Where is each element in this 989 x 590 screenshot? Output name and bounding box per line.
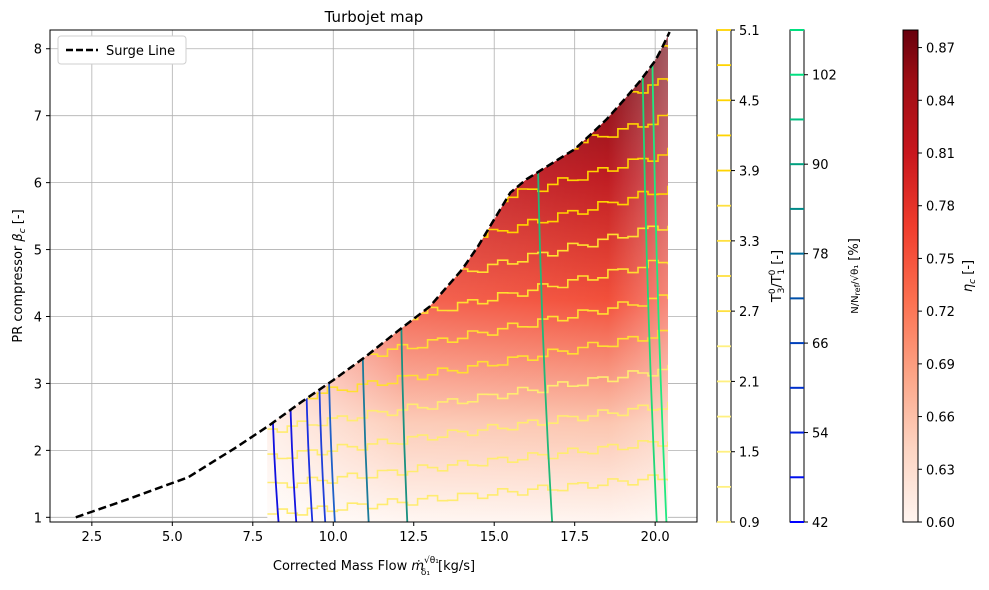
x-axis-ticks: 2.5 5.0 7.5 10.0 12.5 15.0 17.5 20.0 bbox=[82, 522, 670, 545]
colorbar-tick-label: 0.66 bbox=[926, 411, 955, 426]
colorbar-tick-label: 0.75 bbox=[926, 252, 955, 267]
colorbar-tick-label: 0.60 bbox=[926, 516, 955, 531]
colorbar-tick-label: 54 bbox=[812, 427, 829, 442]
colorbar-tick-label: 66 bbox=[812, 337, 829, 352]
x-tick-label: 5.0 bbox=[162, 530, 183, 545]
colorbar-tick-label: 5.1 bbox=[739, 24, 760, 39]
plot-frame bbox=[49, 29, 698, 523]
colorbar-tick-label: 4.5 bbox=[739, 94, 760, 109]
x-tick-label: 15.0 bbox=[480, 530, 509, 545]
speed-colorbar-label: N/Nref/√θ₁[%] bbox=[847, 238, 862, 314]
temperature-contour bbox=[267, 440, 669, 489]
x-tick-label: 20.0 bbox=[641, 530, 670, 545]
colorbar-tick-label: 0.63 bbox=[926, 463, 955, 478]
temperature-contour bbox=[267, 364, 669, 433]
y-tick-label: 1 bbox=[34, 511, 42, 526]
temperature-colorbar: 0.9 1.5 2.1 2.7 3.3 3.9 4.5 5.1 bbox=[716, 24, 760, 531]
x-axis-label: Corrected Mass Flow ṁ√θ₁ δ₁ [kg/s] bbox=[273, 555, 475, 578]
temperature-contour bbox=[267, 474, 669, 516]
colorbar-tick-label: 0.69 bbox=[926, 358, 955, 373]
legend-surge-label: Surge Line bbox=[106, 44, 175, 59]
y-axis-label: PR compressor βc [-] bbox=[11, 209, 28, 342]
colorbar-tick-label: 0.87 bbox=[926, 42, 955, 57]
x-tick-label: 12.5 bbox=[399, 530, 428, 545]
surge-line bbox=[75, 31, 671, 519]
efficiency-colorbar: 0.60 0.63 0.66 0.69 0.72 0.75 0.78 0.81 0.84 0.87 bbox=[902, 29, 955, 531]
y-tick-label: 2 bbox=[34, 444, 42, 459]
speed-line bbox=[536, 143, 554, 522]
colorbar-tick-label: 42 bbox=[812, 516, 829, 531]
x-tick-label: 17.5 bbox=[560, 530, 589, 545]
colorbar-tick-label: 3.3 bbox=[739, 235, 760, 250]
colorbar-tick-label: 2.1 bbox=[739, 375, 760, 390]
temperature-contour bbox=[267, 401, 669, 460]
temperature-contour bbox=[267, 329, 669, 406]
speed-line bbox=[641, 37, 658, 522]
x-tick-label: 7.5 bbox=[242, 530, 263, 545]
colorbar-tick-label: 78 bbox=[812, 248, 829, 263]
colorbar-tick-label: 0.81 bbox=[926, 147, 955, 162]
y-tick-label: 3 bbox=[34, 377, 42, 392]
speed-lines bbox=[271, 35, 668, 522]
speed-line bbox=[400, 303, 409, 522]
speed-colorbar: 42 54 66 78 90 102 bbox=[789, 29, 837, 531]
colorbar-tick-label: 90 bbox=[812, 158, 829, 173]
y-tick-label: 4 bbox=[34, 310, 42, 325]
y-axis-ticks: 1 2 3 4 5 6 7 8 bbox=[34, 43, 50, 526]
temperature-colorbar-label: T03/T01 [-] bbox=[768, 250, 787, 303]
y-tick-label: 7 bbox=[34, 110, 42, 125]
x-tick-label: 10.0 bbox=[319, 530, 348, 545]
speed-line bbox=[650, 35, 668, 522]
colorbar-tick-label: 3.9 bbox=[739, 165, 760, 180]
colorbar-tick-label: 0.78 bbox=[926, 200, 955, 215]
colorbar-tick-label: 0.72 bbox=[926, 305, 955, 320]
colorbar-box bbox=[789, 29, 805, 523]
plot-area bbox=[50, 30, 697, 522]
colorbar-tick-label: 1.5 bbox=[739, 446, 760, 461]
chart-title: Turbojet map bbox=[324, 8, 424, 26]
efficiency-colorbar-label: ηc [-] bbox=[961, 260, 978, 292]
y-tick-label: 5 bbox=[34, 244, 42, 259]
y-tick-label: 8 bbox=[34, 43, 42, 58]
colorbar-tick-label: 102 bbox=[812, 69, 837, 84]
legend: Surge Line bbox=[57, 35, 187, 65]
x-tick-label: 2.5 bbox=[82, 530, 103, 545]
surge-line-group bbox=[75, 31, 671, 519]
y-tick-label: 6 bbox=[34, 177, 42, 192]
colorbar-tick-label: 2.7 bbox=[739, 305, 760, 320]
colorbar-gradient bbox=[902, 29, 919, 523]
colorbar-tick-label: 0.84 bbox=[926, 94, 955, 109]
colorbar-tick-label: 0.9 bbox=[739, 516, 760, 531]
